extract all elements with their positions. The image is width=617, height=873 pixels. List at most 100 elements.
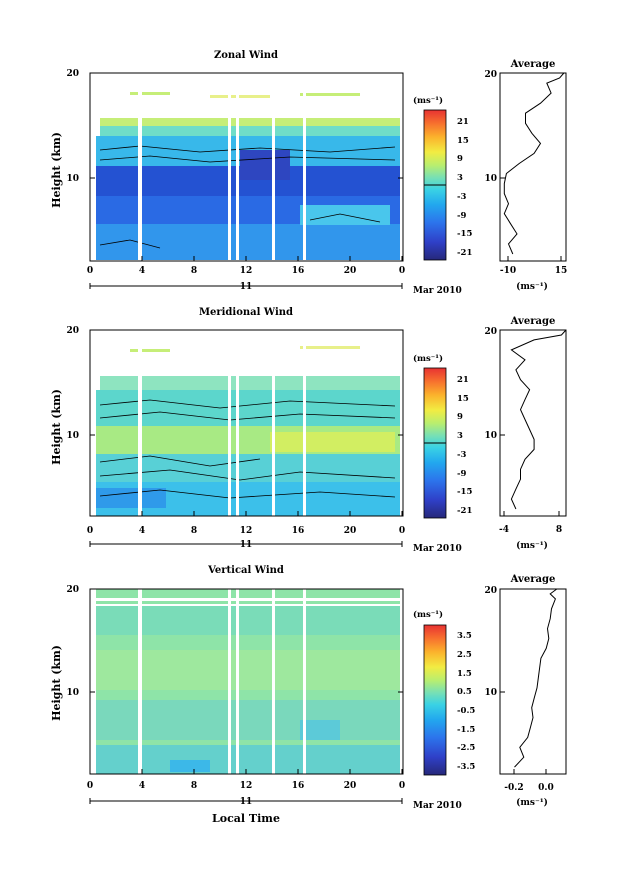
colorbar-tick: 15 — [457, 136, 469, 146]
svg-text:0: 0 — [87, 266, 93, 276]
colorbar-tick: 3 — [457, 173, 463, 183]
profile-x-tick: -10 — [500, 256, 516, 276]
svg-text:20: 20 — [344, 781, 357, 791]
svg-text:20: 20 — [66, 69, 79, 79]
svg-text:20: 20 — [344, 266, 357, 276]
x-tick: 0 — [87, 769, 93, 791]
x-tick: 20 — [344, 511, 357, 536]
x-tick: 12 — [240, 769, 253, 791]
svg-text:0: 0 — [87, 526, 93, 536]
x-tick: 4 — [139, 511, 145, 536]
colorbar-tick: -3 — [457, 192, 467, 202]
svg-text:20: 20 — [344, 526, 357, 536]
day-label: 11 — [240, 282, 253, 292]
svg-text:20: 20 — [484, 586, 497, 596]
y-tick: 20 — [484, 586, 505, 596]
colorbar-tick: -9 — [457, 469, 467, 479]
meridional-heatmap-field — [90, 330, 403, 516]
y-axis-label: Height (km) — [50, 389, 63, 465]
colorbar-tick: 21 — [457, 117, 469, 127]
x-tick: 16 — [292, 256, 304, 276]
svg-text:4: 4 — [139, 781, 145, 791]
y-tick: 20 — [484, 327, 505, 337]
x-axis-label: Local Time — [212, 812, 280, 825]
zonal-wind-panel: Zonal Wind 0 4 — [50, 50, 567, 296]
y-tick: 10 — [484, 174, 505, 184]
svg-text:20: 20 — [66, 326, 79, 336]
zonal-colorbar: (ms⁻¹) 21 15 9 3 -3 -9 -15 -21 — [413, 95, 472, 261]
profile-x-tick: 0.0 — [538, 769, 554, 793]
y-tick: 10 — [66, 688, 403, 698]
colorbar-tick: 21 — [457, 375, 469, 385]
vertical-colorbar: (ms⁻¹) 3.5 2.5 1.5 0.5 -0.5 -1.5 -2.5 -3… — [413, 609, 475, 776]
zonal-x-axis: 0 4 8 12 16 20 0 — [87, 256, 405, 276]
svg-text:8: 8 — [191, 526, 197, 536]
x-tick: 8 — [191, 256, 197, 276]
x-tick: 0 — [87, 511, 93, 536]
colorbar-tick: -21 — [457, 506, 472, 516]
colorbar-tick: -3.5 — [457, 762, 475, 772]
y-tick: 10 — [484, 431, 505, 441]
x-tick: 0 — [399, 511, 405, 536]
colorbar-tick: 3.5 — [457, 631, 472, 641]
y-tick: 20 — [66, 69, 403, 79]
y-tick: 20 — [66, 326, 403, 336]
svg-text:12: 12 — [240, 781, 253, 791]
date-label: Mar 2010 — [413, 801, 462, 811]
date-label: Mar 2010 — [413, 544, 462, 554]
day-axis: 11 Mar 2010 — [89, 540, 462, 554]
colorbar-tick: -1.5 — [457, 725, 475, 735]
colorbar-tick: -0.5 — [457, 706, 475, 716]
colorbar-tick: 1.5 — [457, 669, 472, 679]
x-tick: 20 — [344, 256, 357, 276]
y-axis-label: Height (km) — [50, 132, 63, 208]
average-profile-line — [503, 72, 565, 255]
svg-text:16: 16 — [292, 781, 305, 791]
profile-unit-label: (ms⁻¹) — [516, 540, 548, 551]
profile-x-tick: 15 — [555, 256, 567, 276]
x-tick: 16 — [292, 769, 305, 791]
colorbar-unit-label: (ms⁻¹) — [413, 609, 443, 620]
day-axis: 11 Mar 2010 — [89, 282, 462, 296]
colorbar-tick: -15 — [457, 229, 472, 239]
colorbar-tick: -9 — [457, 211, 467, 221]
y-tick: 20 — [484, 70, 505, 80]
svg-text:12: 12 — [240, 526, 253, 536]
svg-text:10: 10 — [66, 431, 79, 441]
y-tick: 10 — [66, 431, 403, 441]
meridional-colorbar: (ms⁻¹) 21 15 9 3 -3 -9 -15 -21 — [413, 353, 472, 519]
colorbar-unit-label: (ms⁻¹) — [413, 95, 443, 106]
average-profile-line — [510, 329, 567, 510]
svg-text:-4: -4 — [499, 525, 509, 535]
colorbar-tick: -15 — [457, 487, 472, 497]
svg-text:10: 10 — [484, 688, 497, 698]
svg-text:0.0: 0.0 — [538, 783, 554, 793]
colorbar-tick: 9 — [457, 412, 463, 422]
profile-x-tick: -0.2 — [504, 769, 524, 793]
vertical-x-axis: 0 4 8 12 16 20 0 — [87, 769, 405, 791]
profile-unit-label: (ms⁻¹) — [516, 797, 548, 808]
svg-text:16: 16 — [292, 526, 305, 536]
day-label: 11 — [240, 797, 253, 807]
meridional-average-profile: Average 10 20 -4 8 (ms⁻¹) — [484, 316, 567, 551]
colorbar-tick: -21 — [457, 248, 472, 258]
x-tick: 8 — [191, 511, 197, 536]
x-tick: 0 — [87, 256, 93, 276]
x-tick: 12 — [240, 511, 253, 536]
average-profile-line — [514, 588, 558, 768]
y-tick: 10 — [66, 174, 403, 184]
zonal-average-profile: Average 10 20 -10 15 (ms⁻¹) — [484, 59, 567, 292]
svg-text:10: 10 — [484, 174, 497, 184]
x-tick: 0 — [399, 256, 405, 276]
colorbar-tick: 15 — [457, 394, 469, 404]
x-tick: 12 — [240, 256, 252, 276]
svg-text:0: 0 — [399, 526, 405, 536]
svg-text:-10: -10 — [500, 266, 516, 276]
svg-text:20: 20 — [66, 585, 79, 595]
avg-title: Average — [510, 316, 556, 327]
day-axis: 11 Mar 2010 — [89, 797, 462, 811]
svg-text:0: 0 — [87, 781, 93, 791]
avg-title: Average — [510, 59, 556, 70]
meridional-x-axis: 0 4 8 12 16 20 0 — [87, 511, 405, 536]
